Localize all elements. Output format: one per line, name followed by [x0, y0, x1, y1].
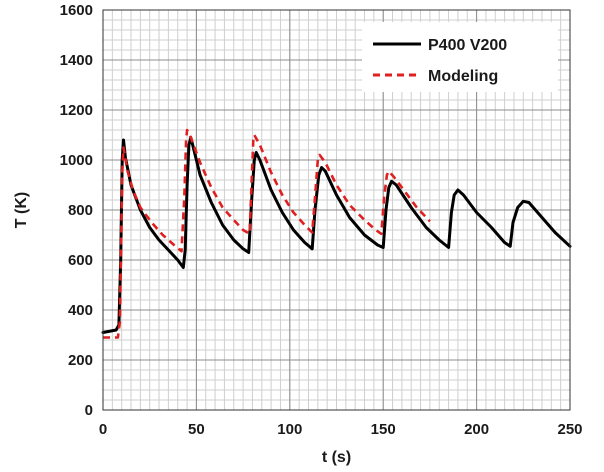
- x-tick-label: 250: [557, 421, 582, 438]
- x-tick-label: 150: [371, 421, 396, 438]
- x-axis-title: t (s): [322, 449, 351, 466]
- legend-box: [362, 22, 558, 92]
- y-axis-title: T (K): [13, 192, 30, 228]
- plot-frame: [102, 9, 571, 411]
- y-tick-label: 800: [68, 202, 93, 219]
- x-tick-label: 50: [188, 421, 205, 438]
- y-tick-label: 200: [68, 352, 93, 369]
- x-tick-label: 200: [464, 421, 489, 438]
- y-tick-label: 1600: [60, 2, 93, 19]
- y-tick-label: 1200: [60, 102, 93, 119]
- series-line-modeling: [103, 128, 431, 339]
- legend: P400 V200 Modeling: [362, 22, 558, 92]
- legend-label-p400-v200: P400 V200: [428, 37, 507, 54]
- series-line-p400-v200: [101, 136, 572, 334]
- legend-label-modeling: Modeling: [428, 68, 498, 85]
- y-tick-label: 600: [68, 252, 93, 269]
- x-tick-label: 100: [277, 421, 302, 438]
- series-lines: [101, 128, 572, 339]
- x-tick-label: 0: [99, 421, 107, 438]
- y-tick-label: 1000: [60, 152, 93, 169]
- y-tick-label: 0: [85, 402, 93, 419]
- y-tick-label: 400: [68, 302, 93, 319]
- y-tick-labels: 0 200 400 600 800 1000 1200 1400 1600: [60, 2, 93, 419]
- y-tick-label: 1400: [60, 52, 93, 69]
- x-tick-labels: 0 50 100 150 200 250: [99, 421, 583, 438]
